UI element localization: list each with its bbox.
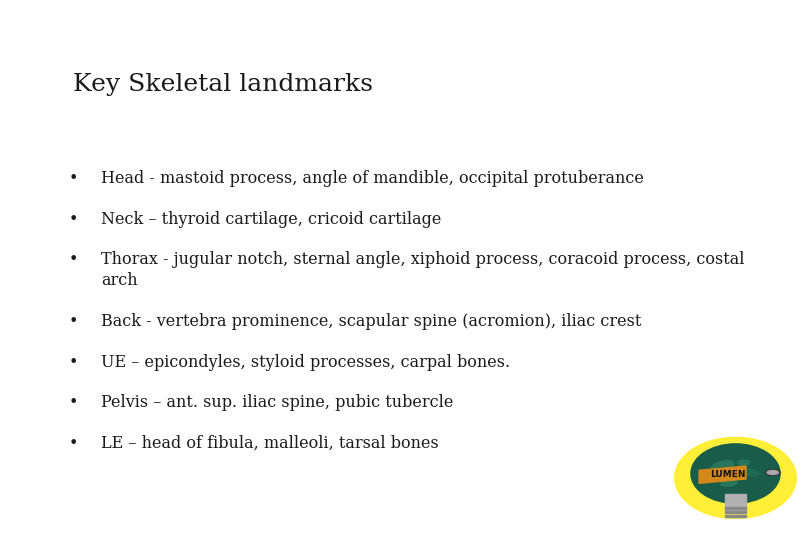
Text: •: •	[69, 354, 79, 370]
Polygon shape	[699, 466, 746, 483]
Text: •: •	[69, 211, 79, 227]
Text: •: •	[69, 394, 79, 411]
Circle shape	[675, 437, 796, 518]
Text: LE – head of fibula, malleoli, tarsal bones: LE – head of fibula, malleoli, tarsal bo…	[101, 435, 439, 451]
Text: •: •	[69, 251, 79, 268]
Text: UE – epicondyles, styloid processes, carpal bones.: UE – epicondyles, styloid processes, car…	[101, 354, 510, 370]
Ellipse shape	[738, 460, 749, 465]
Ellipse shape	[721, 481, 737, 486]
Ellipse shape	[765, 470, 780, 475]
Text: Thorax - jugular notch, sternal angle, xiphoid process, coracoid process, costal: Thorax - jugular notch, sternal angle, x…	[101, 251, 744, 289]
Bar	[725, 494, 746, 511]
Text: •: •	[69, 313, 79, 330]
Ellipse shape	[767, 470, 778, 475]
Text: Neck – thyroid cartilage, cricoid cartilage: Neck – thyroid cartilage, cricoid cartil…	[101, 211, 441, 227]
Bar	[725, 507, 746, 509]
Text: Back - vertebra prominence, scapular spine (acromion), iliac crest: Back - vertebra prominence, scapular spi…	[101, 313, 642, 330]
Text: •: •	[69, 435, 79, 451]
Bar	[725, 515, 746, 517]
Text: •: •	[69, 170, 79, 187]
Circle shape	[691, 444, 780, 503]
Ellipse shape	[741, 469, 759, 476]
Text: Key Skeletal landmarks: Key Skeletal landmarks	[73, 73, 373, 96]
Text: Pelvis – ant. sup. iliac spine, pubic tubercle: Pelvis – ant. sup. iliac spine, pubic tu…	[101, 394, 454, 411]
Text: LUMEN: LUMEN	[710, 470, 745, 478]
Ellipse shape	[711, 461, 734, 471]
Text: Head - mastoid process, angle of mandible, occipital protuberance: Head - mastoid process, angle of mandibl…	[101, 170, 644, 187]
Bar	[725, 511, 746, 513]
